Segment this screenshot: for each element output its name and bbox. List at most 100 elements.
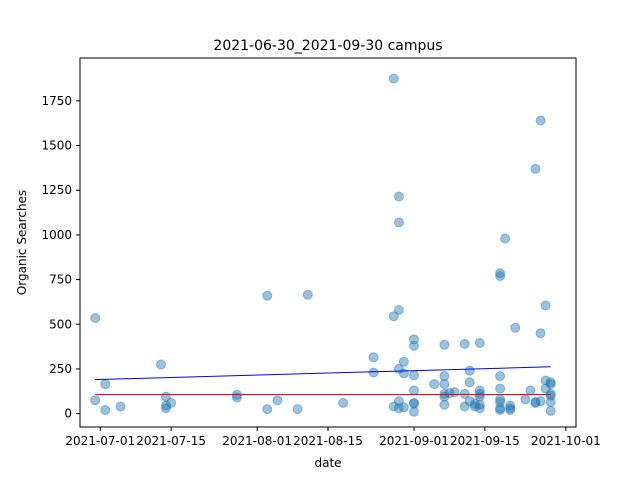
data-point-70 [500,233,511,244]
data-point-91 [545,405,556,416]
data-point-65 [495,383,506,394]
data-point-88 [545,388,556,399]
y-tick-label-2: 500 [49,317,72,331]
data-point-46 [444,388,455,398]
data-point-16 [302,289,313,300]
data-point-1 [90,395,101,406]
data-point-3 [100,405,111,415]
data-point-37 [409,398,419,409]
data-point-75 [520,394,531,405]
data-point-19 [368,367,379,378]
data-point-74 [510,322,521,333]
data-point-29 [398,356,409,367]
data-point-30 [398,368,409,379]
data-point-72 [505,403,516,414]
data-point-40 [439,339,450,350]
data-point-5 [156,359,166,370]
x-tick-label-3: 2021-08-15 [293,434,363,448]
x-axis-label: date [314,456,341,470]
data-point-39 [429,379,440,390]
data-point-49 [459,388,470,399]
data-point-71 [505,400,516,411]
data-point-36 [409,397,419,408]
data-point-87 [545,379,556,390]
x-tick-label-6: 2021-10-01 [531,434,601,448]
data-point-52 [464,377,475,388]
data-point-85 [540,383,551,394]
data-point-27 [393,396,404,407]
y-tick-label-0: 0 [64,407,72,421]
data-point-89 [545,390,556,401]
data-point-45 [439,399,450,410]
data-point-61 [474,403,485,414]
data-point-77 [530,163,541,174]
data-point-34 [409,370,419,381]
data-point-4 [115,401,126,412]
data-point-0 [90,313,101,323]
data-point-15 [292,404,303,415]
data-point-41 [439,371,450,382]
data-point-69 [495,405,506,415]
data-point-47 [449,387,460,398]
y-tick-label-5: 1250 [41,183,72,197]
trend-line-0 [95,366,551,381]
data-point-76 [525,385,536,396]
trend-lines [95,366,551,395]
data-point-67 [495,397,506,407]
data-point-12 [262,290,273,301]
y-tick-label-4: 1000 [41,228,72,242]
data-point-62 [495,268,506,279]
data-point-31 [398,402,409,413]
chart-title: 2021-06-30_2021-09-30 campus [213,38,442,54]
data-point-23 [393,191,404,202]
data-point-28 [393,403,404,414]
data-point-50 [459,401,470,412]
data-point-51 [464,365,475,376]
data-point-2 [100,379,111,390]
data-point-58 [474,388,485,399]
x-tick-label-0: 2021-07-01 [65,434,135,448]
y-axis-label: Organic Searches [15,190,29,295]
data-point-11 [231,392,242,403]
data-point-14 [272,395,283,406]
data-point-83 [540,300,551,311]
data-point-38 [409,406,419,417]
y-tick-label-3: 750 [49,273,72,287]
data-point-7 [161,400,171,411]
data-point-24 [393,217,404,228]
data-point-73 [505,405,516,415]
data-point-86 [545,377,556,388]
y-tick-label-1: 250 [49,362,72,376]
data-point-9 [166,397,177,408]
x-tick-label-4: 2021-09-01 [379,434,449,448]
data-point-32 [409,334,419,345]
data-point-48 [459,338,470,349]
data-point-25 [393,305,404,315]
data-point-90 [545,397,556,407]
data-point-56 [474,338,485,348]
data-point-21 [388,311,399,322]
data-point-33 [409,340,419,351]
data-point-84 [540,375,551,386]
data-point-13 [262,404,273,415]
data-point-20 [388,73,399,84]
data-point-42 [439,379,450,390]
x-tick-label-1: 2021-07-15 [136,434,206,448]
data-point-54 [469,398,480,409]
data-point-60 [474,399,485,410]
data-point-79 [530,397,541,408]
data-point-18 [368,352,379,363]
x-tick-label-2: 2021-08-01 [222,434,292,448]
data-point-8 [161,403,171,414]
data-point-81 [535,328,546,339]
data-point-43 [439,388,450,399]
data-point-63 [495,271,506,281]
data-point-17 [338,397,349,408]
data-point-68 [495,403,506,414]
data-points [90,73,556,417]
data-point-80 [535,115,546,126]
y-tick-label-7: 1750 [41,94,72,108]
data-point-35 [409,385,419,396]
